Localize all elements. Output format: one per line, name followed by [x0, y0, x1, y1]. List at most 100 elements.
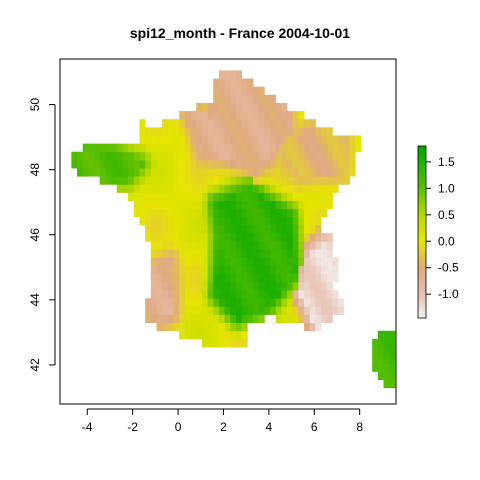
- raster-cell: [213, 94, 220, 104]
- raster-cell: [298, 143, 305, 153]
- raster-cell: [235, 306, 243, 315]
- raster-cell: [128, 159, 135, 169]
- raster-cell: [270, 192, 277, 201]
- y-tick-label: 44: [28, 293, 42, 307]
- raster-cell: [179, 257, 186, 267]
- raster-cell: [167, 151, 174, 161]
- raster-cell: [247, 314, 254, 324]
- raster-cell: [190, 290, 197, 299]
- raster-cell: [99, 176, 106, 185]
- raster-cell: [173, 168, 180, 177]
- raster-cell: [128, 151, 135, 161]
- raster-cell: [287, 273, 294, 283]
- raster-cell: [184, 119, 191, 128]
- raster-cell: [224, 151, 231, 161]
- raster-cell: [298, 168, 305, 177]
- raster-cell: [156, 208, 163, 218]
- raster-cell: [184, 168, 191, 177]
- raster-cell: [190, 257, 197, 267]
- raster-cell: [292, 249, 299, 258]
- raster-cell: [343, 159, 350, 169]
- raster-cell: [258, 200, 265, 210]
- raster-cell: [179, 233, 186, 242]
- raster-cell: [145, 314, 152, 324]
- raster-cell: [321, 290, 328, 299]
- raster-cell: [315, 273, 322, 283]
- raster-cell: [218, 70, 225, 79]
- raster-cell: [190, 111, 197, 120]
- raster-cell: [247, 216, 254, 226]
- raster-cell: [258, 176, 265, 185]
- raster-cell: [258, 184, 265, 193]
- raster-cell: [292, 265, 299, 275]
- raster-cell: [162, 184, 169, 193]
- raster-cell: [207, 322, 214, 332]
- raster-cell: [275, 102, 282, 112]
- raster-cell: [224, 249, 231, 258]
- raster-cell: [241, 281, 248, 291]
- raster-cell: [252, 192, 260, 201]
- raster-cell: [173, 159, 180, 169]
- raster-cell: [213, 151, 220, 161]
- raster-cell: [213, 86, 220, 96]
- raster-cell: [264, 119, 271, 128]
- raster-cell: [230, 306, 237, 315]
- raster-cell: [156, 281, 163, 291]
- raster-cell: [173, 216, 180, 226]
- raster-cell: [213, 184, 220, 193]
- raster-cell: [241, 111, 248, 120]
- raster-cell: [292, 224, 299, 234]
- raster-cell: [309, 135, 316, 145]
- raster-cell: [145, 208, 152, 218]
- raster-cell: [235, 70, 243, 79]
- raster-cell: [213, 78, 220, 88]
- raster-cell: [133, 151, 140, 161]
- raster-cell: [218, 119, 225, 128]
- raster-cell: [383, 347, 390, 356]
- raster-cell: [167, 281, 174, 291]
- raster-cell: [355, 143, 362, 153]
- raster-cell: [315, 298, 322, 307]
- x-tick-label: 2: [220, 420, 227, 434]
- raster-cell: [162, 290, 169, 299]
- raster-cell: [321, 168, 328, 177]
- raster-cell: [321, 306, 328, 315]
- raster-cell: [252, 119, 260, 128]
- raster-cell: [156, 257, 163, 267]
- raster-cell: [167, 257, 174, 267]
- raster-cell: [321, 143, 328, 153]
- raster-cell: [292, 176, 299, 185]
- raster-cell: [218, 200, 225, 210]
- raster-cell: [179, 127, 186, 136]
- raster-cell: [252, 111, 260, 120]
- raster-cell: [298, 159, 305, 169]
- raster-cell: [298, 184, 305, 193]
- raster-cell: [241, 306, 248, 315]
- raster-cell: [241, 216, 248, 226]
- raster-cell: [258, 151, 265, 161]
- raster-cell: [315, 159, 322, 169]
- raster-cell: [241, 184, 248, 193]
- raster-cell: [224, 257, 231, 267]
- raster-cell: [298, 135, 305, 145]
- raster-cell: [179, 330, 186, 340]
- raster-cell: [275, 265, 282, 275]
- raster-cell: [167, 224, 174, 234]
- raster-cell: [270, 306, 277, 315]
- raster-cell: [224, 314, 231, 324]
- raster-cell: [343, 135, 350, 145]
- raster-cell: [298, 119, 305, 128]
- raster-cell: [190, 135, 197, 145]
- raster-cell: [247, 78, 254, 88]
- raster-cell: [190, 208, 197, 218]
- raster-cell: [167, 322, 174, 332]
- raster-cell: [207, 330, 214, 340]
- raster-cell: [270, 241, 277, 250]
- raster-cell: [304, 192, 311, 201]
- raster-cell: [156, 184, 163, 193]
- legend-tick-label: 1.0: [438, 181, 455, 195]
- raster-cell: [196, 273, 203, 283]
- raster-cell: [326, 184, 333, 193]
- raster-cell: [213, 102, 220, 112]
- raster-cell: [190, 298, 197, 307]
